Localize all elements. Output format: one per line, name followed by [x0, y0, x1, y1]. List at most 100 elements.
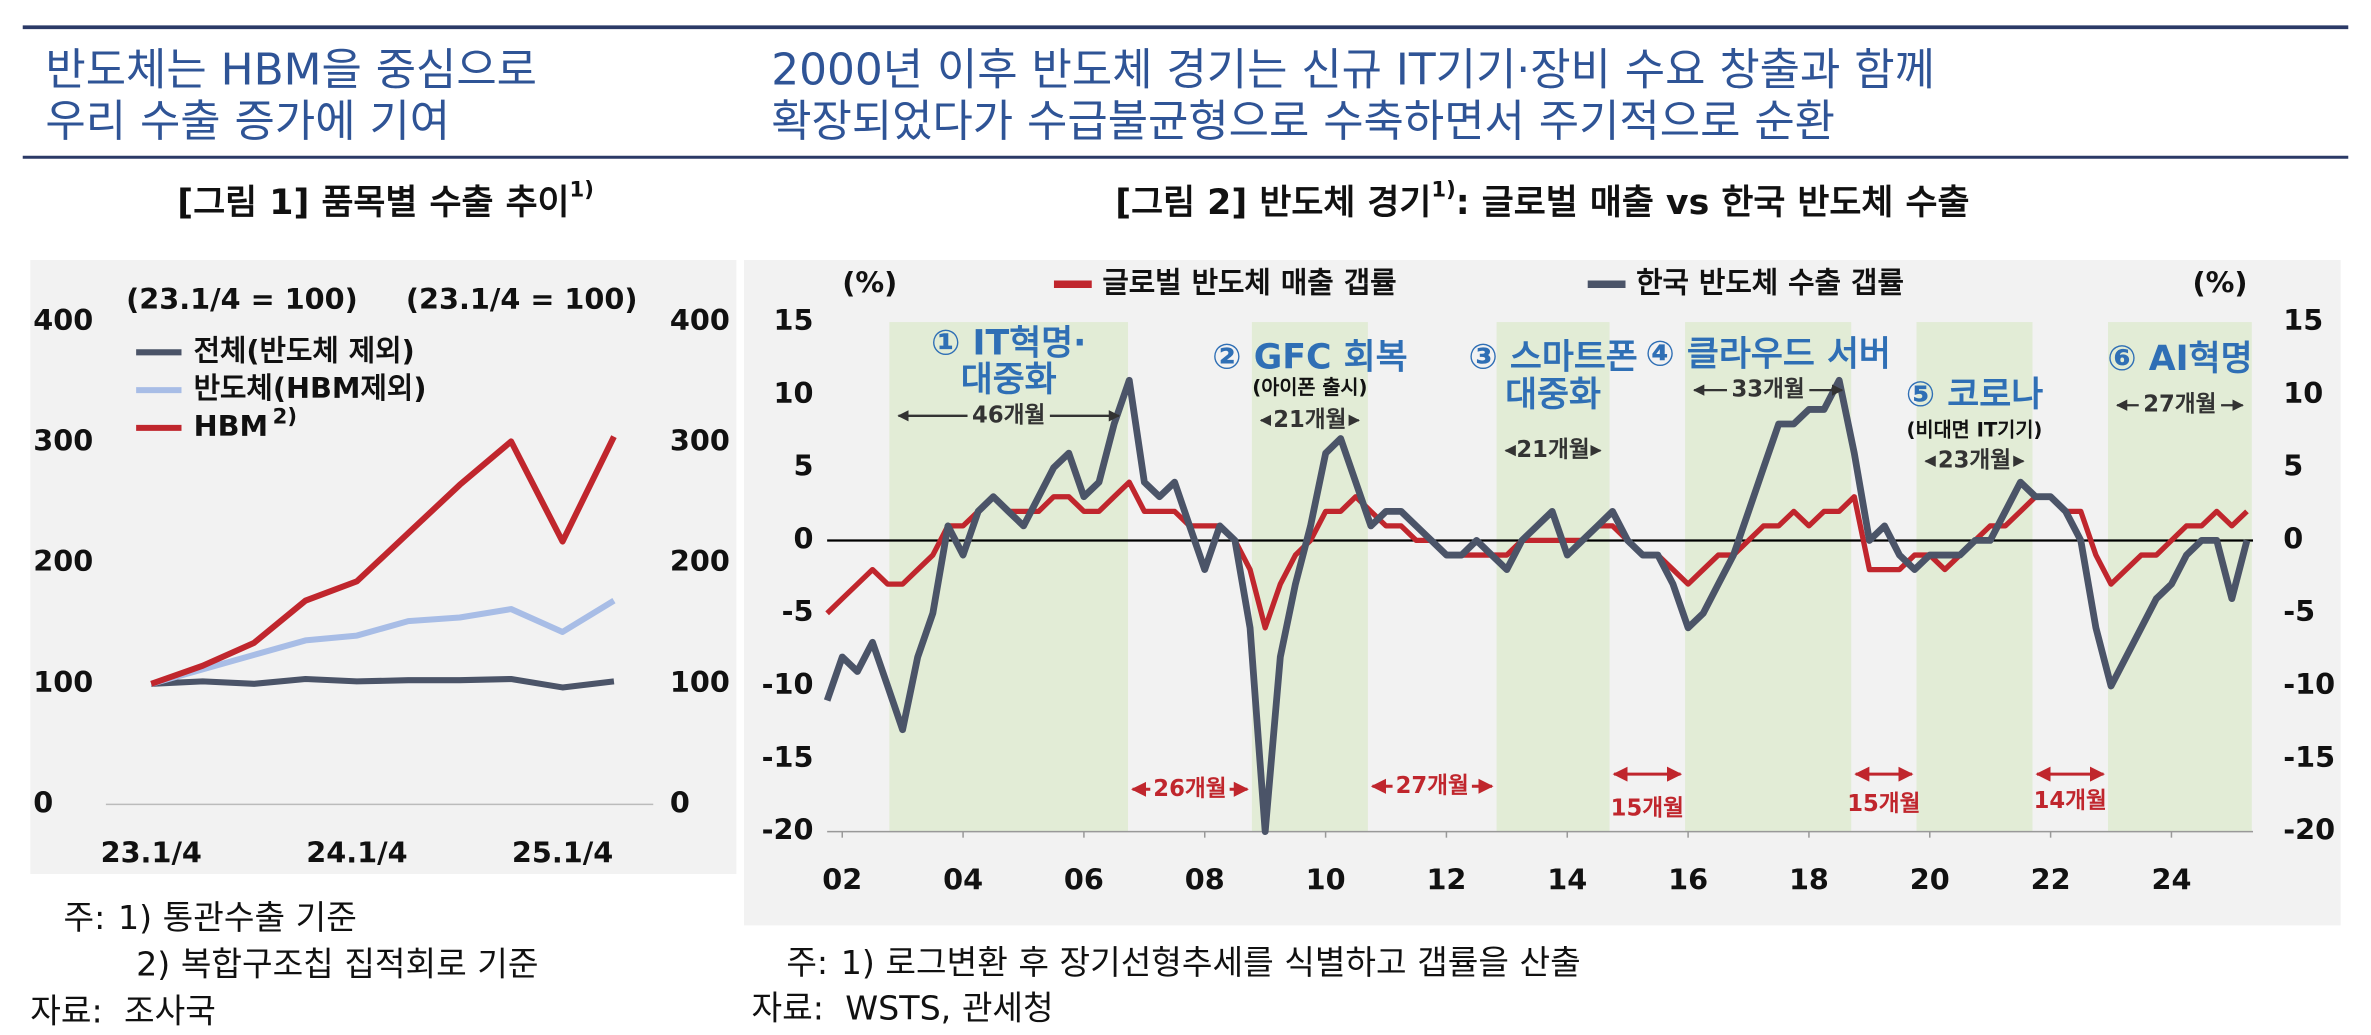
legend-label: 전체(반도체 제외) — [194, 333, 415, 367]
contraction-duration: 27개월 — [1396, 773, 1469, 799]
series-line — [151, 675, 615, 691]
x-tick-label: 16 — [1668, 863, 1708, 897]
expansion-period — [889, 322, 1129, 832]
note-text: 1) 로그변환 후 장기선형추세를 식별하고 갭률을 산출 — [841, 943, 1581, 982]
x-tick-label: 23.1/4 — [101, 835, 202, 869]
period-label: 대중화 — [961, 360, 1057, 400]
x-tick-label: 20 — [1910, 863, 1950, 897]
y2-tick-label: 15 — [2283, 303, 2323, 337]
y2-tick-label: -5 — [2283, 594, 2315, 628]
x-tick-label: 14 — [1547, 863, 1587, 897]
period-duration: 27개월 — [2143, 392, 2216, 418]
y2-tick-label: 200 — [670, 544, 730, 578]
text-part: 2) — [273, 403, 297, 428]
x-tick-label: 12 — [1426, 863, 1466, 897]
x-tick-label: 04 — [943, 863, 983, 897]
y-tick-label: 200 — [33, 544, 93, 578]
x-tick-label: 24 — [2151, 863, 2191, 897]
y2-tick-label: -20 — [2283, 813, 2335, 847]
axis-note: (23.1/4 = 100) — [406, 282, 638, 316]
contraction-duration: 15개월 — [1847, 791, 1920, 817]
y2-tick-label: 300 — [670, 424, 730, 458]
contraction-duration: 14개월 — [2034, 788, 2107, 814]
period-note: (아이폰 출시) — [1252, 376, 1367, 399]
note-label: 주: — [64, 898, 106, 937]
chart-title: [그림 2] 반도체 경기1): 글로벌 매출 vs 한국 반도체 수출 — [1115, 177, 1969, 224]
y-tick-label: 100 — [33, 665, 93, 699]
headline: 반도체는 HBM을 중심으로 — [45, 45, 537, 96]
y-tick-label: -20 — [762, 813, 814, 847]
y2-tick-label: 400 — [670, 303, 730, 337]
x-tick-label: 18 — [1789, 863, 1829, 897]
x-tick-label: 02 — [822, 863, 862, 897]
y2-tick-label: -10 — [2283, 667, 2335, 701]
y-tick-label: -5 — [782, 594, 814, 628]
text-part: [그림 1] 품목별 수출 추이 — [177, 183, 569, 223]
y2-tick-label: 5 — [2283, 449, 2303, 483]
legend-label: 반도체(HBM제외) — [194, 371, 427, 405]
period-label: ⑤ 코로나 — [1906, 375, 2044, 415]
unit-label: (%) — [2193, 265, 2248, 299]
headline: 확장되었다가 수급불균형으로 수축하면서 주기적으로 순환 — [771, 96, 1835, 147]
y2-tick-label: 0 — [670, 785, 690, 819]
note-text: 1) 통관수출 기준 — [118, 898, 357, 937]
y-tick-label: 15 — [774, 303, 814, 337]
period-label: ⑥ AI혁명 — [2107, 339, 2252, 379]
axis-note: (23.1/4 = 100) — [126, 282, 358, 316]
x-tick-label: 10 — [1306, 863, 1346, 897]
series-line — [825, 479, 2249, 631]
note-text: 2) 복합구조칩 집적회로 기준 — [136, 945, 538, 984]
x-tick-label: 06 — [1064, 863, 1104, 897]
period-duration: 46개월 — [972, 402, 1045, 428]
period-duration: 21개월 — [1516, 437, 1589, 463]
legend-label: HBM 2) — [194, 403, 297, 443]
period-note: (비대면 IT기기) — [1907, 418, 2043, 441]
period-duration: 21개월 — [1273, 407, 1346, 433]
contraction-duration: 15개월 — [1611, 795, 1684, 821]
x-tick-label: 24.1/4 — [306, 835, 407, 869]
y-tick-label: 300 — [33, 424, 93, 458]
series-line — [150, 598, 616, 687]
text-part: 1) — [570, 177, 594, 202]
y-tick-label: 0 — [794, 521, 814, 555]
period-label: ① IT혁명· — [931, 324, 1086, 364]
series-line — [823, 376, 2251, 836]
y-tick-label: 400 — [33, 303, 93, 337]
note-label: 주: — [786, 943, 828, 982]
y2-tick-label: 0 — [2283, 521, 2303, 555]
source-text: 조사국 — [124, 992, 216, 1031]
period-duration: 23개월 — [1938, 448, 2011, 474]
x-tick-label: 22 — [2031, 863, 2071, 897]
text-part: 1) — [1431, 177, 1455, 202]
period-label: ③ 스마트폰 — [1468, 337, 1637, 377]
text-part: 반도체(HBM제외) — [194, 371, 427, 405]
x-tick-label: 25.1/4 — [512, 835, 613, 869]
y-tick-label: 10 — [774, 376, 814, 410]
text-part: [그림 2] 반도체 경기 — [1115, 183, 1431, 223]
y2-tick-label: 10 — [2283, 376, 2323, 410]
source-label: 자료: — [30, 992, 102, 1031]
text-part: : 글로벌 매출 vs 한국 반도체 수출 — [1456, 183, 1970, 223]
y-tick-label: -10 — [762, 667, 814, 701]
source-text: WSTS, 관세청 — [845, 989, 1053, 1028]
chart-title: [그림 1] 품목별 수출 추이1) — [177, 177, 594, 224]
headline: 우리 수출 증가에 기여 — [45, 96, 450, 147]
contraction-duration: 26개월 — [1153, 776, 1226, 802]
text-part: 전체(반도체 제외) — [194, 333, 415, 367]
y-tick-label: 5 — [794, 449, 814, 483]
expansion-period — [1916, 322, 2033, 832]
source-label: 자료: — [752, 989, 824, 1028]
unit-label: (%) — [842, 265, 897, 299]
series-line — [150, 435, 617, 687]
headline: 2000년 이후 반도체 경기는 신규 IT기기·장비 수요 창출과 함께 — [771, 45, 1935, 96]
period-duration: 33개월 — [1732, 377, 1805, 403]
period-label: ② GFC 회복 — [1212, 337, 1407, 377]
text-part: HBM — [194, 409, 269, 443]
expansion-period — [1496, 322, 1610, 832]
panel — [30, 260, 737, 874]
legend-label: 한국 반도체 수출 갭률 — [1636, 265, 1904, 299]
y-tick-label: -15 — [762, 740, 814, 774]
legend-label: 글로벌 반도체 매출 갭률 — [1102, 265, 1396, 299]
y2-tick-label: 100 — [670, 665, 730, 699]
